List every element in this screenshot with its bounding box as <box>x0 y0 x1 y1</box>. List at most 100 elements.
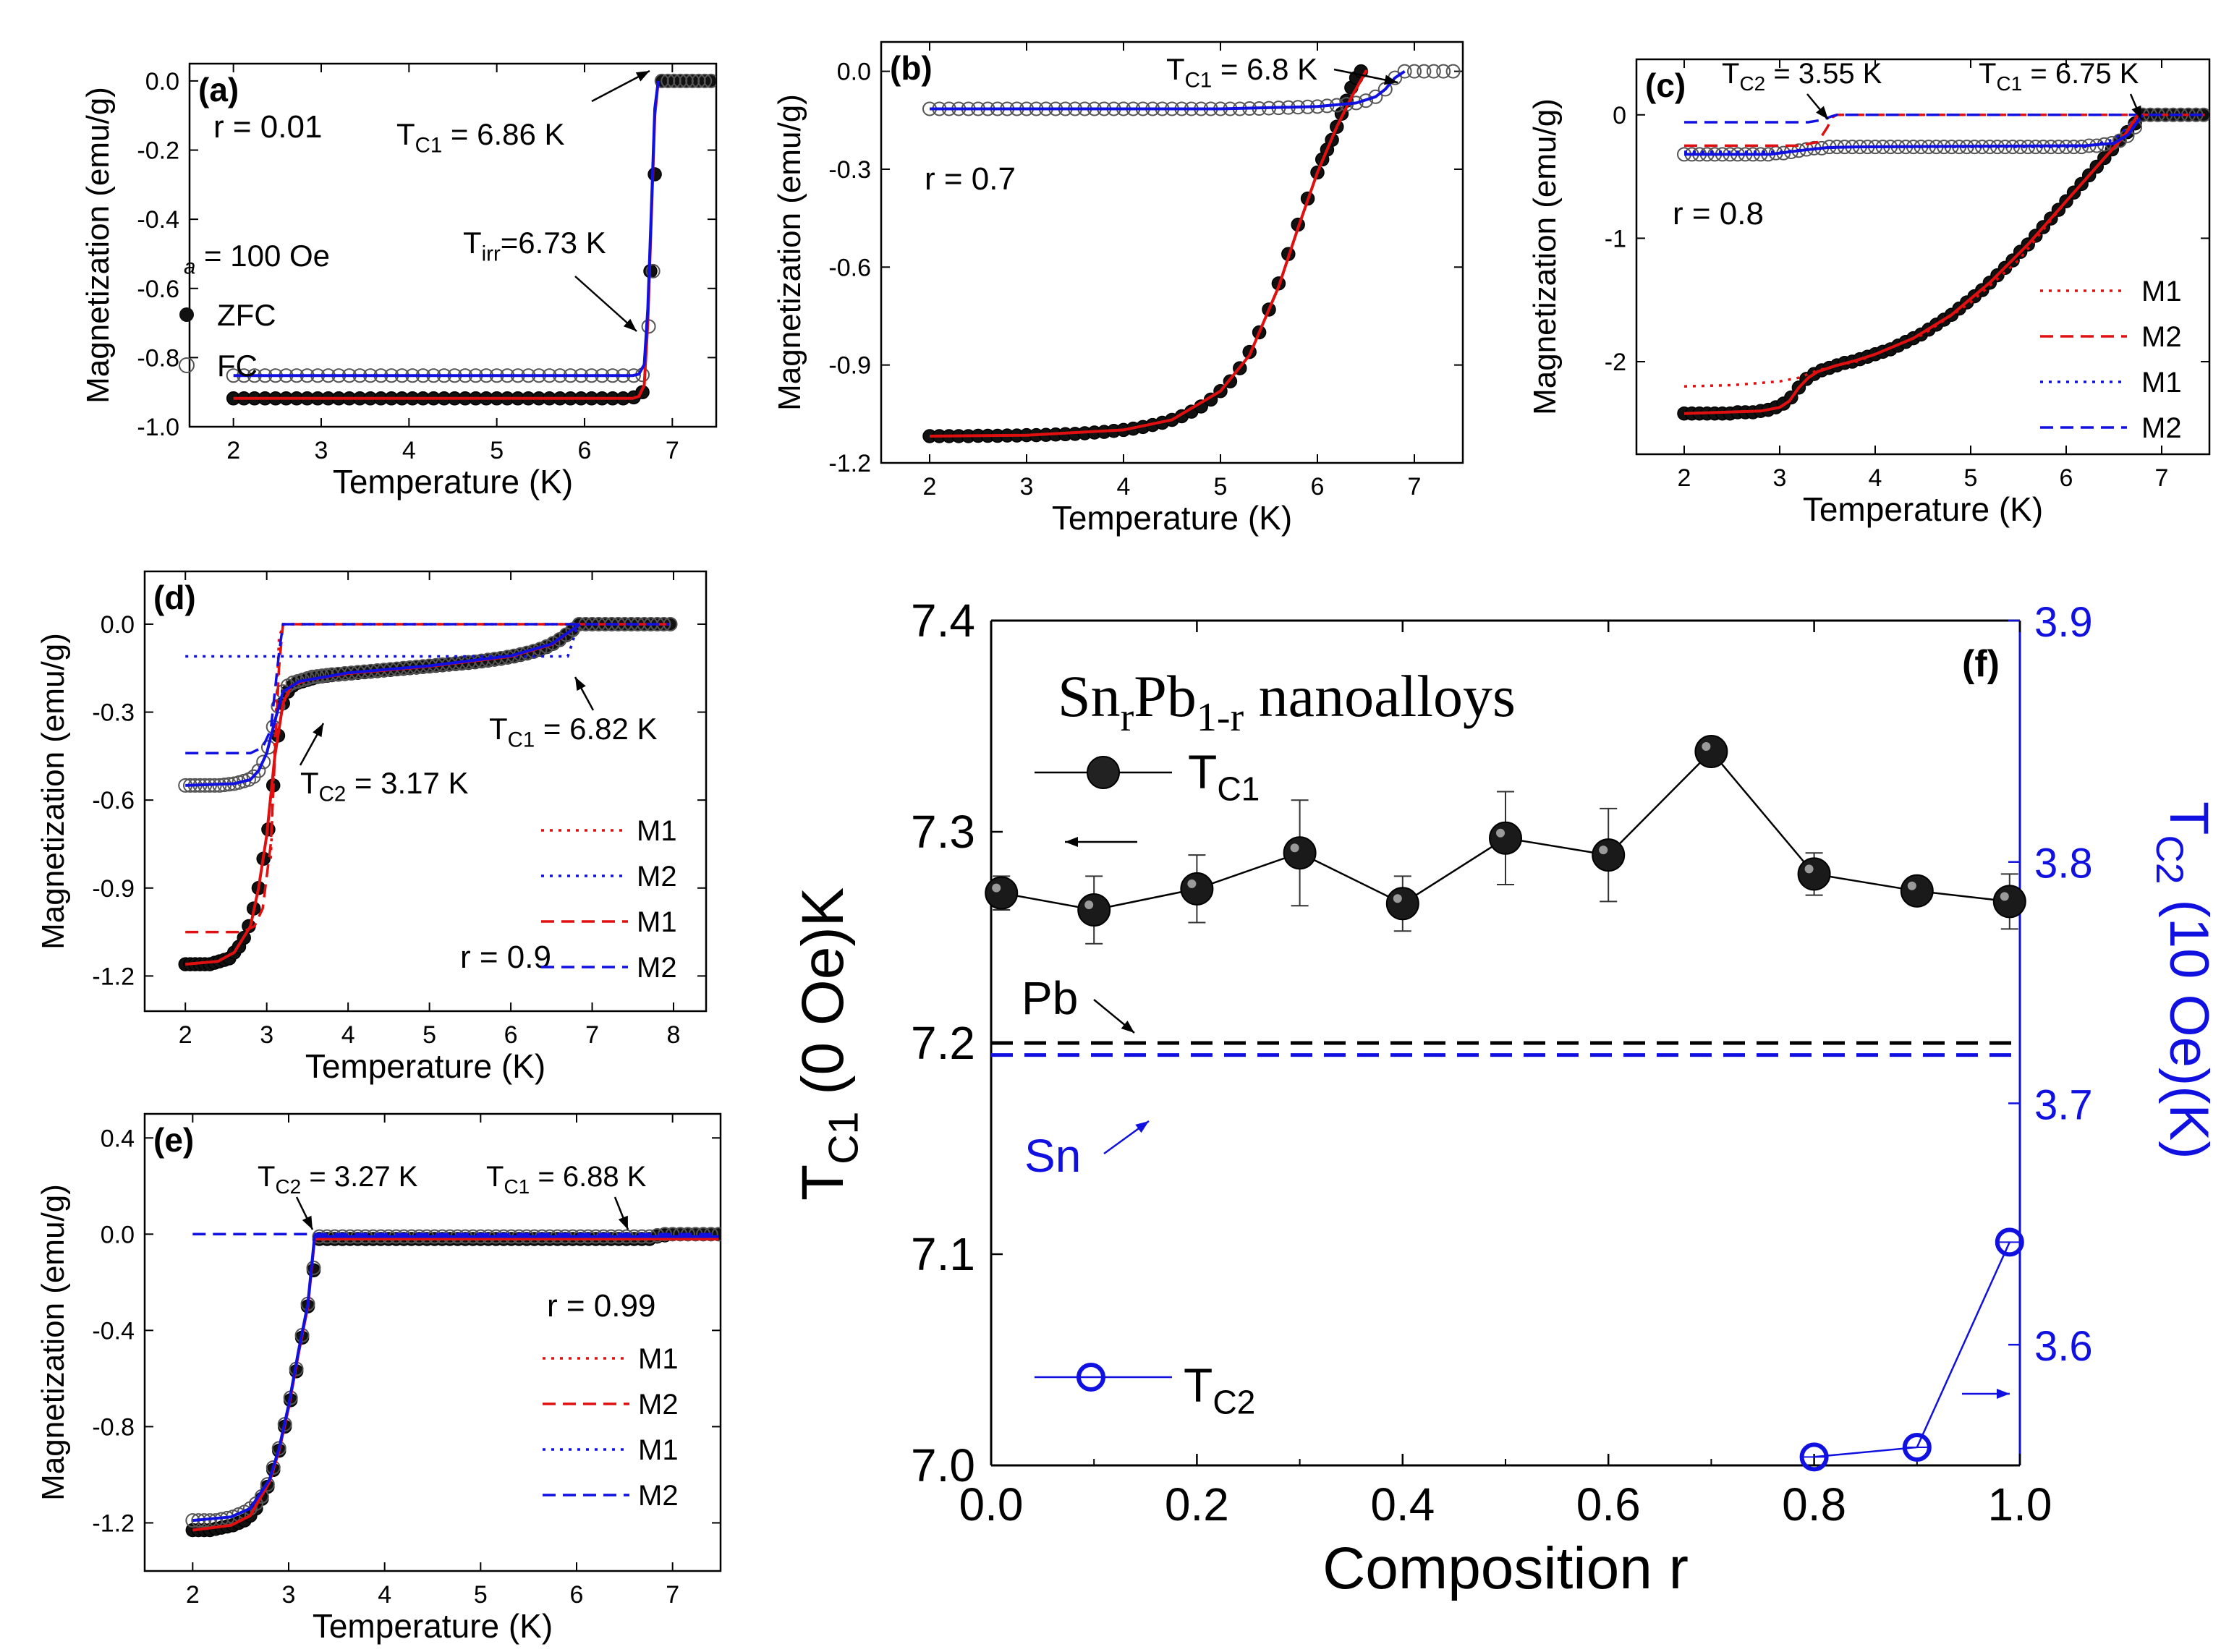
tc2-right-axis-arrow-head <box>1997 1389 2010 1399</box>
tc1-point-highlight <box>1702 742 1711 752</box>
tc1-arrow-head <box>575 677 586 691</box>
x-axis-label: Temperature (K) <box>305 1047 545 1085</box>
label-sub: C2 <box>275 1175 301 1198</box>
tc2-series-line <box>1814 1241 2010 1458</box>
fc-point <box>1417 64 1432 79</box>
tc1-point-highlight <box>1187 879 1197 888</box>
label-sub: C1 <box>1996 72 2022 95</box>
tc1-annotation: TC1 = 6.82 K <box>489 712 658 752</box>
tirr-arrow-head <box>623 318 637 331</box>
y-tick-label-left: 7.0 <box>911 1439 975 1491</box>
fc-point <box>673 73 688 88</box>
x-tick-label: 4 <box>378 1581 391 1609</box>
panel-label: (f) <box>1962 643 2000 685</box>
label-rest: =6.73 K <box>501 226 606 260</box>
series-line-M1-red-dashed <box>185 623 670 934</box>
fc-point <box>1436 64 1451 79</box>
label-sub: C1 <box>1217 770 1260 808</box>
y-tick-label: -2 <box>1605 349 1626 376</box>
tc1-point-highlight <box>1804 864 1814 874</box>
legend-label: M1 <box>637 815 677 847</box>
y-tick-label: -1 <box>1605 225 1626 252</box>
series-line-fit-ZFC <box>929 69 1368 438</box>
series-line-fit-FC <box>185 623 581 787</box>
plot-frame <box>143 1112 722 1572</box>
y-tick-label-right: 3.6 <box>2034 1323 2093 1370</box>
panel-label: (a) <box>198 71 239 108</box>
x-tick-label: 6 <box>2060 464 2073 492</box>
y-tick-label: 0.0 <box>837 59 871 86</box>
y-tick-label: -0.8 <box>92 1413 135 1441</box>
x-tick-label: 0.6 <box>1576 1478 1641 1530</box>
plot-frame <box>880 41 1464 464</box>
y-axis-label: Magnetization (emu/g) <box>35 633 71 950</box>
x-tick-label: 6 <box>504 1021 518 1049</box>
x-axis-label: Composition r <box>1322 1536 1689 1601</box>
label-sub: C2 <box>319 783 347 806</box>
x-tick-label: 2 <box>226 437 240 464</box>
label-main: T <box>1184 1358 1213 1412</box>
tirr-arrow <box>574 276 637 332</box>
fc-point <box>1368 89 1383 104</box>
x-tick-label: 3 <box>315 437 328 464</box>
x-axis-label: Temperature (K) <box>1052 499 1292 537</box>
label-main: T <box>2158 801 2220 835</box>
label-main: T <box>258 1161 275 1193</box>
tc1-point <box>1592 838 1626 872</box>
y-tick-label: -0.8 <box>137 344 179 372</box>
r-value-label: r = 0.9 <box>460 940 551 975</box>
label-main: T <box>463 226 482 260</box>
tc1-left-axis-arrow-head <box>1065 837 1078 847</box>
y-tick-label-left: 7.1 <box>911 1228 975 1280</box>
x-tick-label: 5 <box>1214 473 1228 501</box>
tc1-point-highlight <box>2000 892 2009 901</box>
x-tick-label: 3 <box>260 1021 273 1049</box>
y-tick-label: 0.0 <box>101 1221 135 1248</box>
label-main: T <box>1979 58 1996 90</box>
label-sub: a <box>184 255 195 279</box>
label-main: T <box>1188 745 1217 799</box>
legend-zfc-label: ZFC <box>217 298 276 332</box>
fc-point <box>697 73 713 88</box>
tc1-point <box>1900 874 1934 908</box>
tc2-point <box>1995 1227 2024 1257</box>
tc1-arrow-head <box>2131 105 2141 119</box>
r-value-label: r = 0.01 <box>213 109 322 145</box>
y-axis-label-right: TC2 (10 Oe)(K) <box>2148 801 2220 1159</box>
series-line-fit-FC <box>192 1235 719 1523</box>
y-tick-label-right: 3.9 <box>2034 599 2093 646</box>
title-sub-r: r <box>1121 695 1134 740</box>
x-tick-label: 7 <box>666 1581 679 1609</box>
title-sub-1r: 1-r <box>1197 695 1244 740</box>
panel-f: 0.0 0.2 0.4 0.6 0.8 1.0 7.0 7.1 7.2 7.3 7.4 3.6 3.7 3… <box>790 595 2220 1601</box>
pb-arrow-head <box>1121 1021 1134 1033</box>
y-tick-label-right: 3.7 <box>2034 1081 2093 1128</box>
label-sub: C1 <box>1185 69 1213 93</box>
series-line-fit-ZFC <box>1683 114 2139 415</box>
tc1-point-highlight <box>992 883 1001 893</box>
tc1-point <box>985 876 1019 910</box>
legend-label: M1 <box>638 1343 679 1375</box>
tc1-point-highlight <box>1084 900 1094 910</box>
y-axis-label: Magnetization (emu/g) <box>772 94 807 411</box>
label-main: T <box>790 1165 856 1201</box>
x-tick-label: 2 <box>1678 464 1691 492</box>
x-tick-label: 2 <box>186 1581 200 1609</box>
label-main: T <box>489 712 508 746</box>
tc1-point <box>1180 872 1214 906</box>
tc1-annotation: TC1 = 6.8 K <box>1166 52 1317 93</box>
x-tick-label: 5 <box>422 1021 436 1049</box>
plot-frame <box>143 570 708 1013</box>
x-axis-label: Temperature (K) <box>313 1607 553 1645</box>
legend-label: M2 <box>637 952 677 984</box>
label-sub: C1 <box>504 1175 530 1198</box>
label-rest: = 3.27 K <box>301 1161 418 1193</box>
fc-point <box>1426 64 1441 79</box>
legend-label: M2 <box>638 1389 679 1421</box>
y-tick-label: -0.9 <box>828 352 871 380</box>
fc-point <box>2112 133 2127 148</box>
series-line-M2-blue-dashed <box>185 623 670 755</box>
x-tick-label: 6 <box>578 437 592 464</box>
y-tick-label: -0.6 <box>828 254 871 281</box>
